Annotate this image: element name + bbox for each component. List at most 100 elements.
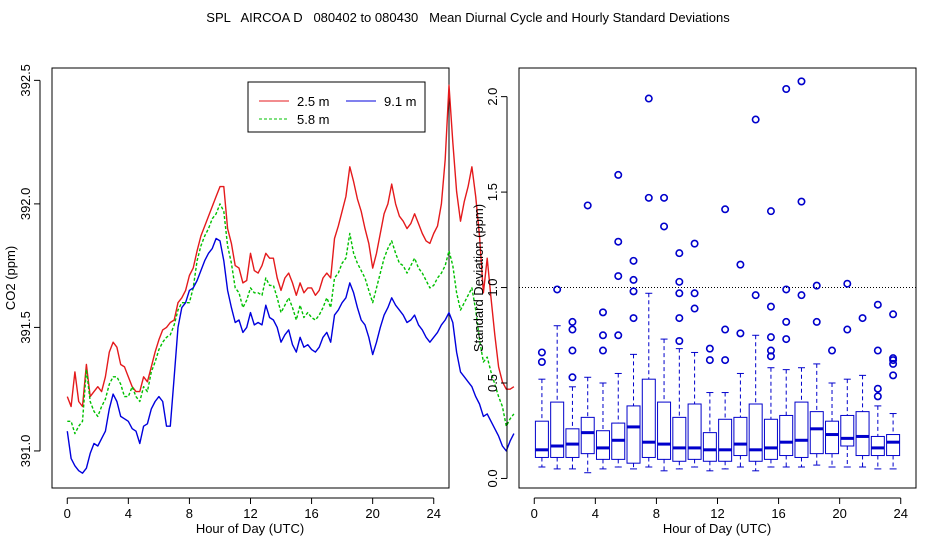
left-series-group	[66, 84, 515, 474]
left-axes: 0 4 8 12 16 20 24 391.0 391.5 392.0 392.5	[18, 64, 441, 521]
right-x-tick-label: 24	[893, 506, 907, 521]
right-x-tick-label: 20	[832, 506, 846, 521]
box-outlier-point	[705, 344, 714, 353]
box-outlier-point	[782, 85, 791, 94]
box-outlier-point	[873, 392, 882, 401]
left-y-tick-label: 392.0	[18, 188, 33, 221]
box-outlier-point	[812, 281, 821, 290]
box-iqr	[748, 403, 763, 462]
box-outlier-point	[644, 94, 653, 103]
box-iqr	[718, 418, 733, 462]
box-outlier-point	[721, 356, 730, 365]
box-outlier-point	[858, 314, 867, 323]
box-outlier-point	[766, 207, 775, 216]
right-y-tick-label: 0.5	[485, 374, 500, 392]
right-y-tick-label: 2.0	[485, 88, 500, 106]
box-outlier-point	[766, 333, 775, 342]
left-x-tick-label: 24	[426, 506, 440, 521]
box-iqr	[779, 414, 794, 457]
right-y-tick-label: 1.0	[485, 279, 500, 297]
right-x-tick-label: 12	[710, 506, 724, 521]
left-x-axis-label: Hour of Day (UTC)	[196, 521, 304, 536]
box-outlier-point	[614, 170, 623, 179]
series-line-5-8-m	[67, 203, 515, 435]
box-outlier-point	[705, 356, 714, 365]
box-outlier-point	[537, 348, 546, 357]
right-x-tick-label: 16	[771, 506, 785, 521]
box-outlier-point	[736, 329, 745, 338]
legend: 2.5 m 5.8 m 9.1 m	[247, 81, 426, 133]
box-outlier-point	[644, 193, 653, 202]
left-x-tick-label: 8	[186, 506, 193, 521]
box-outlier-point	[889, 354, 898, 363]
box-outlier-point	[721, 205, 730, 214]
box-outlier-point	[629, 314, 638, 323]
box-outlier-point	[675, 336, 684, 345]
stddev-boxplot-panel: 0 4 8 12 16 20 24 0.0 0.5 1.0 1.5 2.0 Hour of Day (…	[471, 67, 917, 536]
box-iqr	[580, 416, 595, 455]
legend-box	[247, 81, 426, 133]
box-iqr	[672, 416, 687, 462]
right-y-tick-label: 1.5	[485, 183, 500, 201]
right-x-tick-label: 4	[592, 506, 599, 521]
box-outlier-point	[614, 237, 623, 246]
box-outlier-point	[721, 325, 730, 334]
box-outlier-point	[675, 314, 684, 323]
box-outlier-point	[873, 384, 882, 393]
box-outlier-point	[843, 325, 852, 334]
box-outlier-point	[751, 115, 760, 124]
box-outlier-point	[583, 201, 592, 210]
box-iqr	[595, 430, 610, 460]
box-outlier-point	[782, 335, 791, 344]
box-iqr	[855, 411, 870, 457]
box-iqr	[550, 401, 565, 458]
left-x-tick-label: 0	[64, 506, 71, 521]
legend-label-9-1m: 9.1 m	[384, 94, 417, 109]
box-iqr	[794, 401, 809, 458]
box-outlier-point	[873, 300, 882, 309]
box-outlier-point	[598, 308, 607, 317]
series-line-2-5-m	[66, 84, 515, 408]
box-outlier-point	[812, 317, 821, 326]
box-iqr	[733, 416, 748, 457]
box-outlier-point	[690, 289, 699, 298]
left-x-tick-label: 12	[243, 506, 257, 521]
box-outlier-point	[690, 239, 699, 248]
box-iqr	[534, 420, 549, 458]
box-outlier-point	[568, 317, 577, 326]
box-outlier-point	[598, 331, 607, 340]
box-outlier-point	[598, 346, 607, 355]
box-outlier-point	[553, 285, 562, 294]
box-outlier-point	[629, 275, 638, 284]
box-outlier-point	[629, 256, 638, 265]
box-outlier-point	[797, 291, 806, 300]
box-outlier-point	[889, 371, 898, 380]
left-plot-frame	[51, 67, 450, 489]
box-outlier-point	[568, 325, 577, 334]
series-line-9-1-m	[66, 237, 515, 474]
box-outlier-point	[889, 310, 898, 319]
right-y-tick-label: 0.0	[485, 469, 500, 487]
box-iqr	[657, 401, 672, 460]
box-outlier-point	[782, 317, 791, 326]
left-y-tick-label: 392.5	[18, 64, 33, 97]
box-outlier-point	[629, 287, 638, 296]
right-x-axis-label: Hour of Day (UTC)	[663, 521, 771, 536]
box-iqr	[626, 405, 641, 464]
box-iqr	[886, 434, 901, 457]
box-iqr	[702, 432, 717, 462]
box-outlier-point	[766, 302, 775, 311]
left-x-tick-label: 16	[304, 506, 318, 521]
right-y-axis-label: Standard Deviation (ppm)	[471, 204, 486, 352]
box-outlier-point	[537, 357, 546, 366]
box-iqr	[687, 403, 702, 460]
box-iqr	[809, 411, 824, 455]
left-y-tick-label: 391.5	[18, 311, 33, 344]
box-outlier-point	[828, 346, 837, 355]
box-outlier-point	[568, 373, 577, 382]
box-outlier-point	[797, 197, 806, 206]
right-x-tick-label: 8	[653, 506, 660, 521]
box-outlier-point	[660, 193, 669, 202]
co2-diurnal-panel: 0 4 8 12 16 20 24 391.0 391.5 392.0 392.5 Hour of …	[3, 64, 515, 536]
boxplot-group	[534, 77, 901, 474]
